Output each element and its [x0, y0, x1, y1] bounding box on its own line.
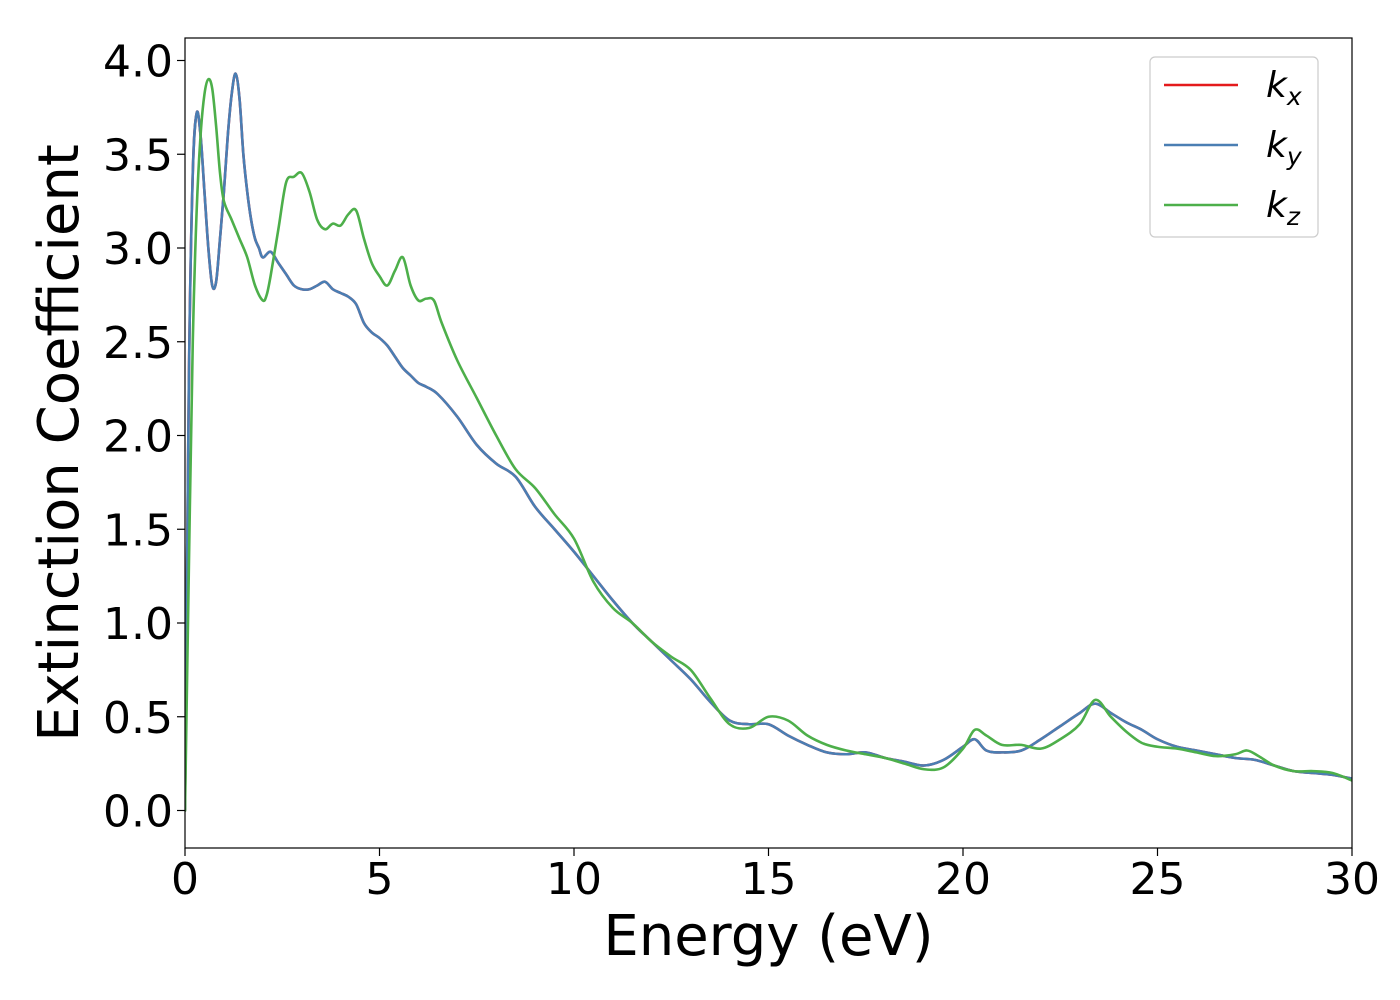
- series-line-k-y: [185, 72, 1352, 812]
- series-line-k-z: [185, 77, 1352, 812]
- y-tick-label: 1.0: [103, 599, 173, 650]
- legend-label: kz: [1266, 185, 1301, 231]
- x-tick-label: 25: [1130, 854, 1186, 905]
- y-axis-ticks: 0.0 0.5 1.0 1.5 2.0 2.5 3.0 3.5 4.0: [103, 37, 185, 838]
- x-tick-label: 15: [741, 854, 797, 905]
- legend-label: ky: [1266, 125, 1303, 171]
- y-tick-label: 4.0: [103, 37, 173, 88]
- x-tick-label: 30: [1324, 854, 1380, 905]
- y-tick-label: 2.0: [103, 412, 173, 463]
- y-tick-label: 0.0: [103, 787, 173, 838]
- legend-box: [1149, 56, 1319, 238]
- x-tick-label: 10: [546, 854, 602, 905]
- legend-label: kx: [1266, 65, 1302, 111]
- y-tick-label: 0.5: [103, 693, 173, 744]
- y-tick-label: 3.0: [103, 224, 173, 275]
- legend-item-k-y: ky: [1164, 125, 1303, 171]
- legend-item-k-z: kz: [1164, 185, 1301, 231]
- x-tick-label: 20: [935, 854, 991, 905]
- x-tick-label: 5: [366, 854, 394, 905]
- x-axis-label: Energy (eV): [603, 904, 933, 969]
- y-axis-label: Extinction Coefficient: [27, 144, 92, 742]
- x-tick-label: 0: [171, 854, 199, 905]
- y-tick-label: 1.5: [103, 505, 173, 556]
- legend-item-k-x: kx: [1164, 65, 1302, 111]
- y-tick-label: 2.5: [103, 318, 173, 369]
- legend: kx ky kz: [1149, 56, 1319, 238]
- x-axis-ticks: 0 5 10 15 20 25 30: [171, 848, 1380, 905]
- series-layer: [185, 72, 1352, 812]
- y-tick-label: 3.5: [103, 130, 173, 181]
